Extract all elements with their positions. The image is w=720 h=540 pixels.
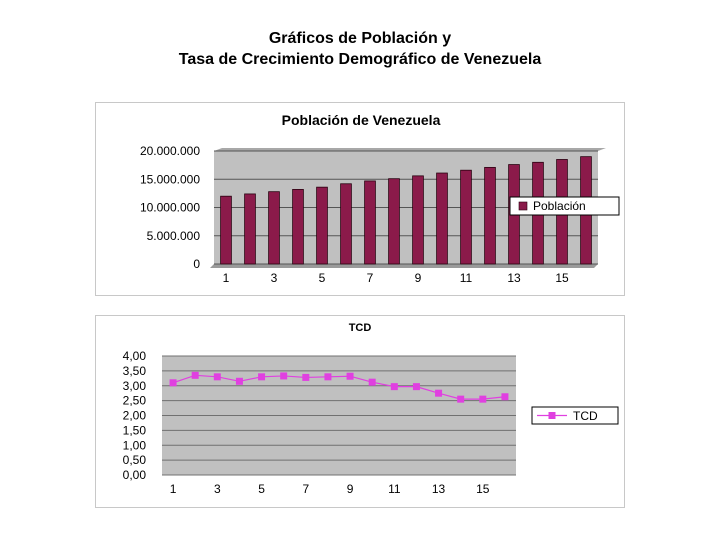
x-tick-label: 11 [460,271,473,285]
population-bar [220,195,232,265]
tcd-point [258,373,266,381]
population-bar [340,183,352,265]
population-bar [268,191,280,265]
tcd-series-line [172,374,506,400]
tcd-point [479,395,487,403]
y-tick-label: 2,50 [123,394,147,408]
population-chart-svg: Población de Venezuela 0 5.000.000 10.000.… [140,112,620,285]
plot-top-edge [214,148,606,151]
y-tick-label: 1,00 [123,438,147,452]
page-title: Gráficos de Población y Tasa de Crecimie… [0,28,720,70]
x-tick-label: 5 [258,482,265,496]
y-tick-label: 2,00 [123,409,147,423]
x-tick-label: 15 [555,271,569,285]
legend-label: Población [533,199,586,213]
y-tick-label: 20.000.000 [140,144,200,158]
tcd-point [390,383,398,391]
y-tick-label: 5.000.000 [147,229,201,243]
x-tick-label: 3 [214,482,221,496]
tcd-chart: TCD 0,00 0,50 1,00 1,50 2,00 2,50 3,00 3,50 4,00… [95,315,625,508]
x-tick-label: 1 [170,482,177,496]
tcd-point [302,373,310,381]
population-bar [244,193,256,265]
tcd-point [368,378,376,386]
plot-floor [210,264,598,268]
y-tick-label: 0,50 [123,453,147,467]
y-tick-label: 3,00 [123,379,147,393]
tcd-point [435,389,443,397]
tcd-point [213,373,221,381]
y-tick-label: 4,00 [123,349,147,363]
tcd-point [501,393,509,401]
legend-marker [548,412,556,419]
y-tick-label: 0 [193,257,200,271]
tcd-point [280,372,288,380]
tcd-chart-svg: TCD 0,000,501,001,502,002,503,003,504,00… [123,322,619,496]
x-tick-label: 11 [388,482,401,496]
page-title-line-2: Tasa de Crecimiento Demográfico de Venez… [178,51,542,68]
population-bar [364,180,376,265]
x-tick-label: 5 [319,271,326,285]
tcd-point [412,383,420,391]
population-bar [460,169,472,265]
x-tick-label: 7 [302,482,309,496]
tcd-point [346,372,354,380]
population-chart-title: Población de Venezuela [282,112,441,128]
tcd-point [235,377,243,385]
y-tick-label: 15.000.000 [140,172,200,186]
population-bar [412,175,424,265]
x-tick-label: 13 [507,271,521,285]
legend-box [531,406,619,425]
y-tick-label: 0,00 [123,468,147,482]
y-tick-label: 10.000.000 [140,201,200,215]
population-bar [436,172,448,265]
x-tick-label: 13 [432,482,446,496]
legend-swatch [518,201,528,211]
population-bar [316,186,328,265]
tcd-point [324,373,332,381]
population-chart: Población de Venezuela 0 5.000.000 10.000.… [95,102,625,296]
legend-label: TCD [573,409,598,423]
y-tick-label: 1,50 [123,423,147,437]
population-bar [484,166,496,265]
legend-box [509,196,620,216]
x-tick-label: 7 [367,271,374,285]
tcd-chart-title: TCD [349,322,372,334]
x-tick-label: 9 [415,271,422,285]
x-tick-label: 15 [476,482,490,496]
x-tick-label: 3 [271,271,278,285]
x-tick-label: 9 [347,482,354,496]
tcd-point [457,395,465,403]
x-tick-label: 1 [223,271,230,285]
y-tick-label: 3,50 [123,364,147,378]
population-bar [388,178,400,265]
tcd-point [191,371,199,379]
page-title-line-1: Gráficos de Población y [268,30,452,47]
tcd-point [169,379,177,387]
population-bar [292,189,304,265]
